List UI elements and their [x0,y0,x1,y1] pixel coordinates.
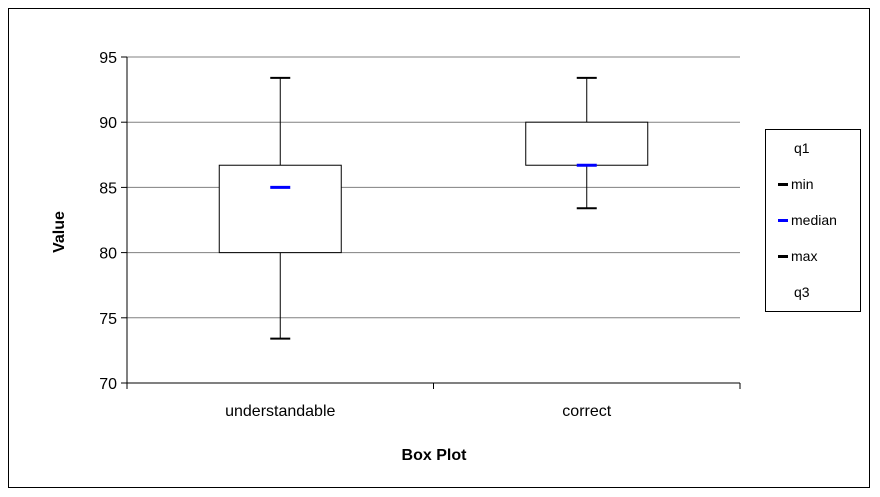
boxes [218,76,649,340]
y-tick-label: 95 [99,50,117,67]
legend-swatch-min [778,182,788,186]
legend-label-q1: q1 [794,140,810,156]
legend-swatch-q1 [778,147,791,150]
legend-item-min: min [778,174,814,194]
legend-label-max: max [791,248,818,264]
legend-item-q1: q1 [778,138,810,158]
legend-label-median: median [791,212,837,228]
legend-swatch-q3 [778,291,791,294]
iqr-box [218,164,342,254]
y-tick-label: 70 [99,376,117,393]
x-tick-label: correct [562,403,611,420]
legend-item-max: max [778,246,817,266]
legend-item-q3: q3 [778,282,810,302]
y-tick-label: 75 [99,311,117,328]
y-tick-label: 85 [99,180,117,197]
legend-swatch-median [778,218,788,222]
x-tick-label: understandable [225,403,335,420]
legend-item-median: median [778,210,837,230]
legend-label-q3: q3 [794,284,810,300]
iqr-box [525,121,649,166]
chart-area [8,8,870,488]
legend-label-min: min [791,176,814,192]
box-understandable [218,76,342,340]
box-correct [525,76,649,210]
y-tick-label: 90 [99,115,117,132]
legend: q1 min median max q3 [765,129,861,312]
axes: 70 75 80 85 90 95 understandable correct [99,50,741,420]
y-axis-label: Value [51,211,68,253]
y-tick-label: 80 [99,246,117,263]
legend-swatch-max [778,254,788,258]
x-axis-label: Box Plot [402,447,468,464]
